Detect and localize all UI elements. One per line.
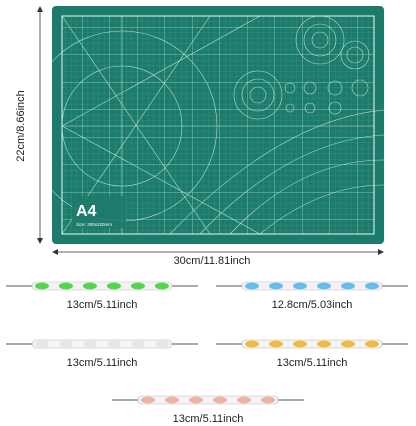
- tool-handle: [137, 395, 279, 405]
- tool-bead: [107, 282, 121, 290]
- tool-bead: [269, 340, 283, 348]
- mat-size: Size: 300x220mm: [76, 222, 112, 227]
- tool-bead: [293, 340, 307, 348]
- tool-bead: [341, 282, 355, 290]
- mat-label: A4: [76, 203, 97, 220]
- tool-bead: [365, 282, 379, 290]
- tool-bead: [317, 282, 331, 290]
- tool-bead: [165, 396, 179, 404]
- tool-length: 13cm/5.11inch: [67, 299, 138, 311]
- tool-bead: [269, 282, 283, 290]
- tool-bead: [155, 282, 169, 290]
- tool-handle: [241, 281, 383, 291]
- tool-bead: [245, 340, 259, 348]
- tool-length: 13cm/5.11inch: [67, 357, 138, 369]
- dotting-tool: 13cm/5.11inch: [6, 281, 198, 311]
- dotting-tool: 13cm/5.11inch: [6, 339, 198, 369]
- tool-bead: [35, 340, 49, 348]
- tool-bead: [107, 340, 121, 348]
- tool-bead: [131, 340, 145, 348]
- dotting-tool: 13cm/5.11inch: [112, 395, 304, 425]
- tool-bead: [131, 282, 145, 290]
- tool-bead: [141, 396, 155, 404]
- dotting-tool: 12.8cm/5.03inch: [216, 281, 408, 311]
- tool-handle: [31, 281, 173, 291]
- tool-length: 12.8cm/5.03inch: [272, 299, 353, 311]
- tool-length: 13cm/5.11inch: [173, 413, 244, 425]
- tool-bead: [83, 282, 97, 290]
- tool-bead: [237, 396, 251, 404]
- tool-bead: [35, 282, 49, 290]
- cutting-mat: A4 Size: 300x220mm: [52, 6, 384, 244]
- tool-bead: [293, 282, 307, 290]
- tool-bead: [59, 340, 73, 348]
- tool-bead: [341, 340, 355, 348]
- tool-handle: [31, 339, 173, 349]
- tool-bead: [365, 340, 379, 348]
- dimension-arrows: [37, 6, 384, 255]
- tool-length: 13cm/5.11inch: [277, 357, 348, 369]
- tool-bead: [261, 396, 275, 404]
- width-label: 30cm/11.81inch: [174, 255, 251, 267]
- dotting-tools: 13cm/5.11inch 12.8cm/5.03inch 13cm/5.11inc…: [6, 281, 408, 425]
- tool-bead: [59, 282, 73, 290]
- tool-bead: [213, 396, 227, 404]
- tool-bead: [245, 282, 259, 290]
- tool-handle: [241, 339, 383, 349]
- tool-bead: [317, 340, 331, 348]
- tool-bead: [83, 340, 97, 348]
- tool-bead: [189, 396, 203, 404]
- tool-bead: [155, 340, 169, 348]
- height-label: 22cm/8.66inch: [15, 90, 27, 162]
- dotting-tool: 13cm/5.11inch: [216, 339, 408, 369]
